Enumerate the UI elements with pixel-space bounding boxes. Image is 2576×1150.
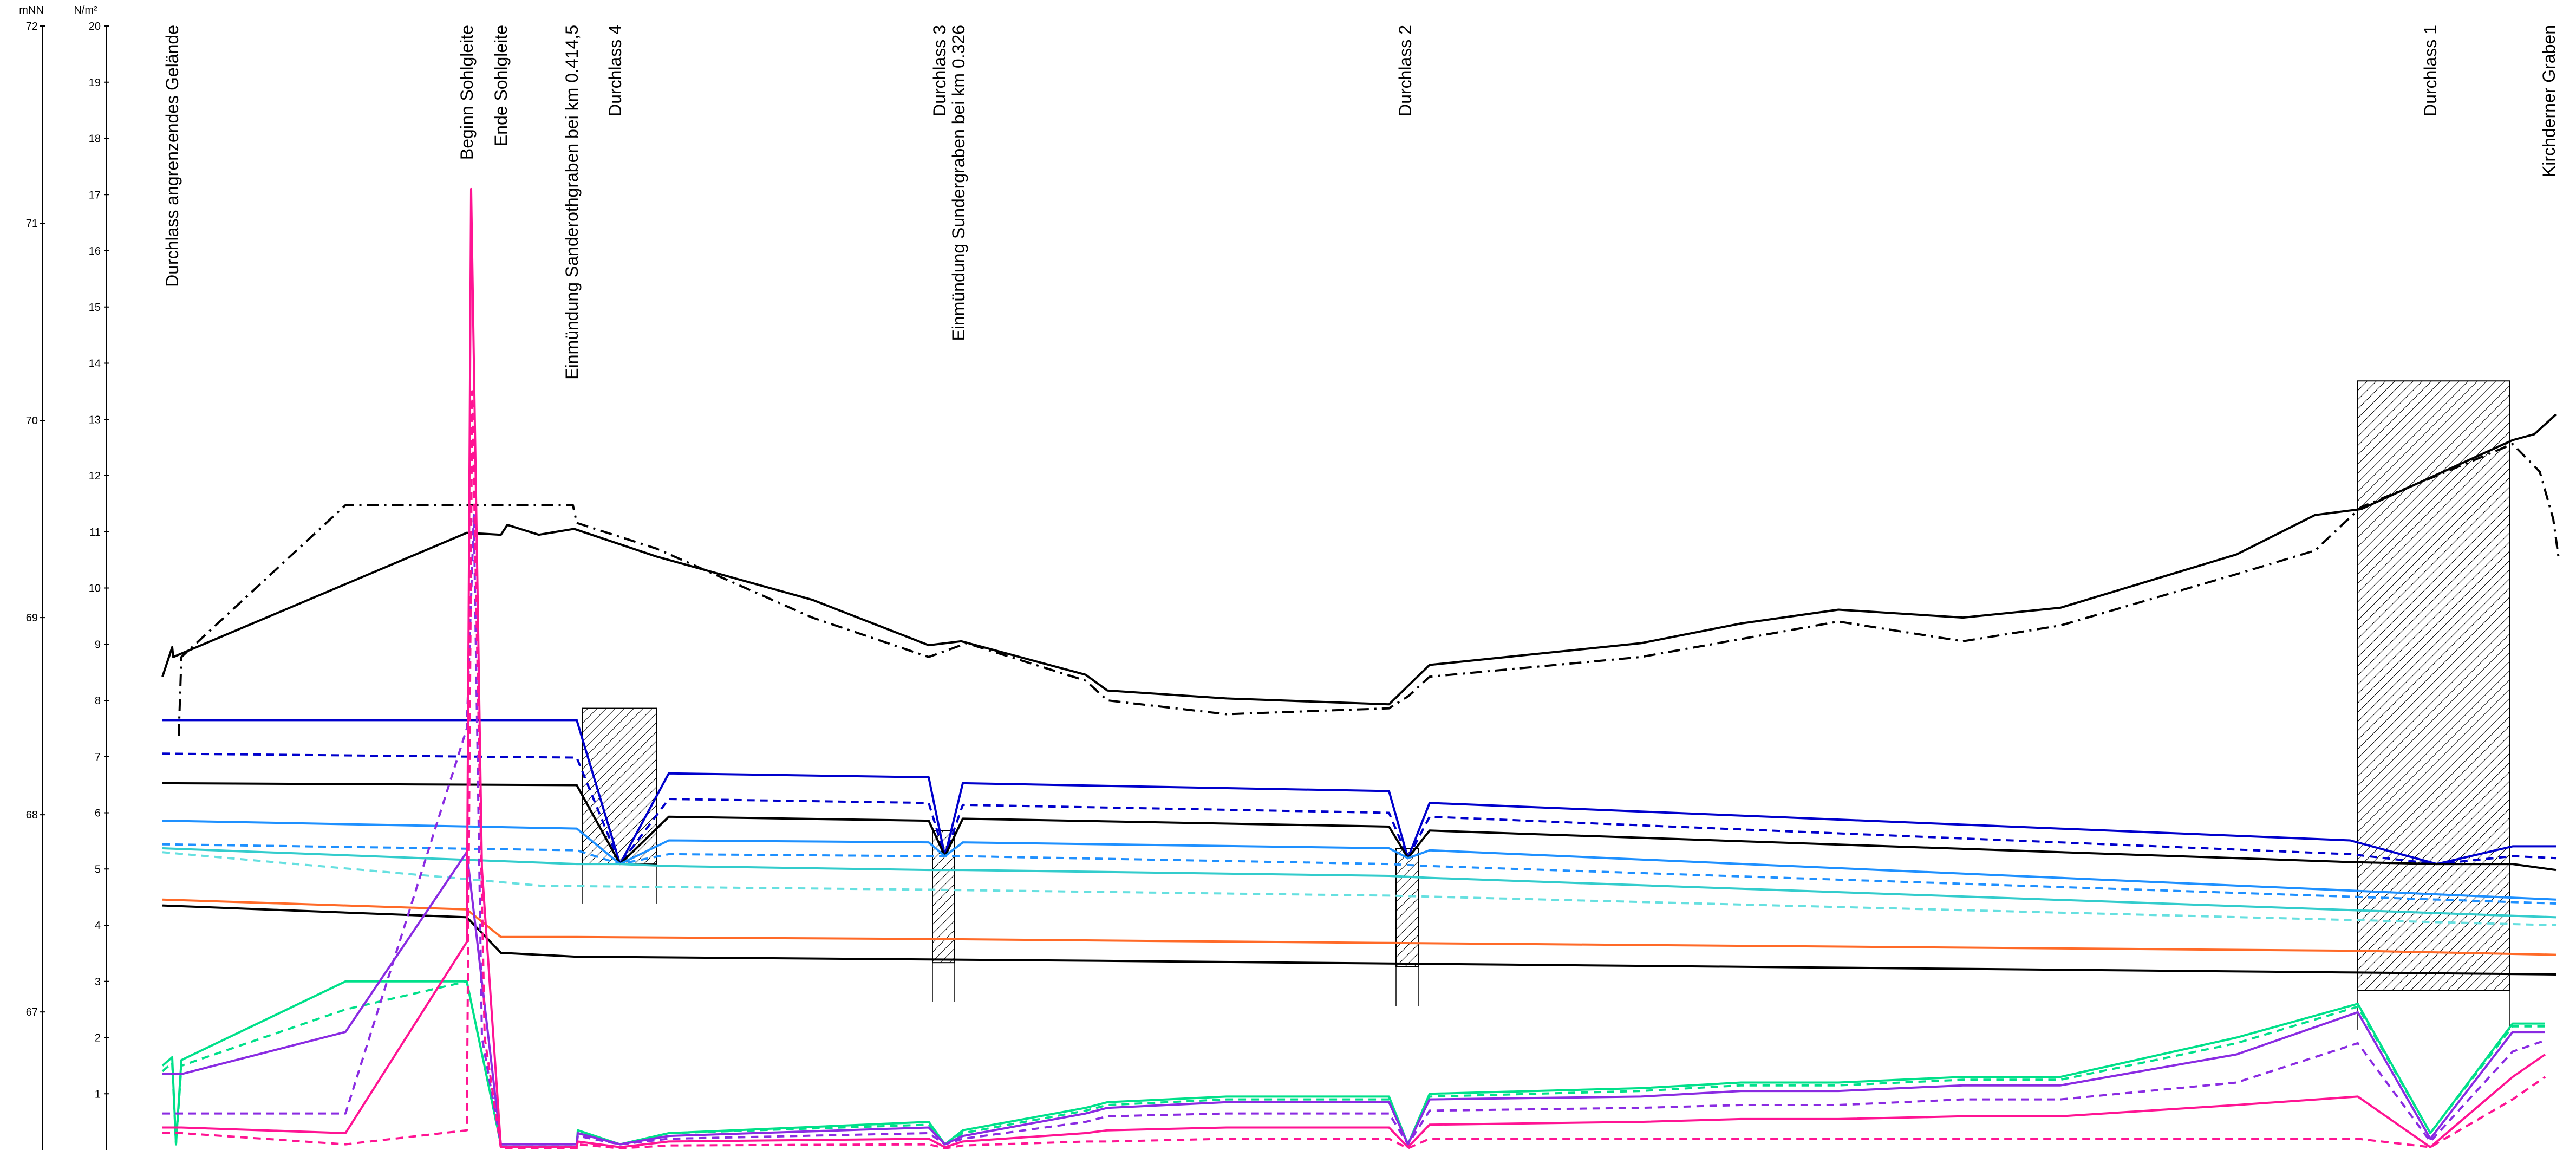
series-line-10 [162,898,2557,956]
culvert [2357,380,2510,1030]
series-line-15 [162,514,2546,1146]
right-tick-label: 6 [95,808,101,820]
left-tick-label: 69 [26,612,38,624]
annotation-label: Kirchderner Graben [2539,25,2559,177]
right-tick-label: 5 [95,863,101,875]
right-tick-label: 9 [95,639,101,651]
right-tick-label: 13 [89,414,101,426]
left-tick-label: 72 [26,21,38,33]
series-line-5 [162,782,2557,872]
left-tick-label: 67 [26,1006,38,1018]
annotation-label: Einmündung Sanderothgraben bei km 0.414,… [562,25,582,380]
series-line-8 [162,847,2557,919]
culvert [1395,848,1419,1006]
culverts [582,380,2510,1030]
right-tick-label: 11 [89,527,101,538]
right-tick-label: 3 [95,976,101,988]
series-line-4 [162,752,2557,866]
right-tick-label: 15 [89,302,101,314]
series-line-16 [162,187,2546,1148]
annotation-label: Durchlass angrenzendes Gelände [162,25,182,287]
culvert-box [2357,380,2510,991]
left-axis-ticks: 67 68 69 70 71 72 [26,21,45,1018]
series-line-2 [178,443,2560,736]
axes: mNN N/m² [19,4,107,1150]
annotations: Durchlass angrenzendes Gelände Beginn Soh… [162,25,2559,380]
series-line-12 [161,980,2545,1146]
annotation-label: Beginn Sohlgleite [457,25,477,160]
right-tick-label: 7 [95,751,101,763]
culvert [582,707,657,904]
series-line-6 [162,820,2557,901]
series-line-1 [161,413,2557,706]
right-tick-label: 20 [89,21,101,33]
series-layer [161,187,2560,1149]
right-tick-label: 8 [95,695,101,707]
series-line-11 [162,904,2557,976]
annotation-label: Einmündung Sundergraben bei km 0.326 [949,25,968,341]
right-tick-label: 18 [89,133,101,145]
series-line-13 [161,980,2545,1146]
right-tick-label: 14 [89,358,101,370]
right-tick-label: 16 [89,245,101,257]
right-tick-label: 2 [95,1032,101,1044]
annotation-label: Durchlass 4 [605,25,625,116]
left-tick-label: 71 [26,218,38,230]
right-axis-unit: N/m² [74,4,97,16]
left-axis-unit: mNN [19,4,44,16]
right-tick-label: 4 [95,920,101,932]
series-line-3 [162,719,2556,866]
annotation-label: Durchlass 2 [1395,25,1415,116]
culvert-box [582,707,657,865]
left-tick-label: 70 [26,415,38,427]
annotation-label: Durchlass 1 [2421,25,2440,116]
series-line-9 [162,851,2557,926]
right-tick-label: 17 [89,189,101,201]
annotation-label: Durchlass 3 [930,25,949,116]
series-line-7 [162,843,2557,905]
culvert-box [1395,848,1419,967]
right-tick-label: 12 [89,470,101,482]
right-tick-label: 19 [89,77,101,89]
series-line-14 [162,851,2545,1146]
right-tick-label: 10 [89,583,101,595]
annotation-label: Ende Sohlgleite [491,25,511,146]
left-tick-label: 68 [26,809,38,821]
right-tick-label: 1 [95,1088,101,1100]
